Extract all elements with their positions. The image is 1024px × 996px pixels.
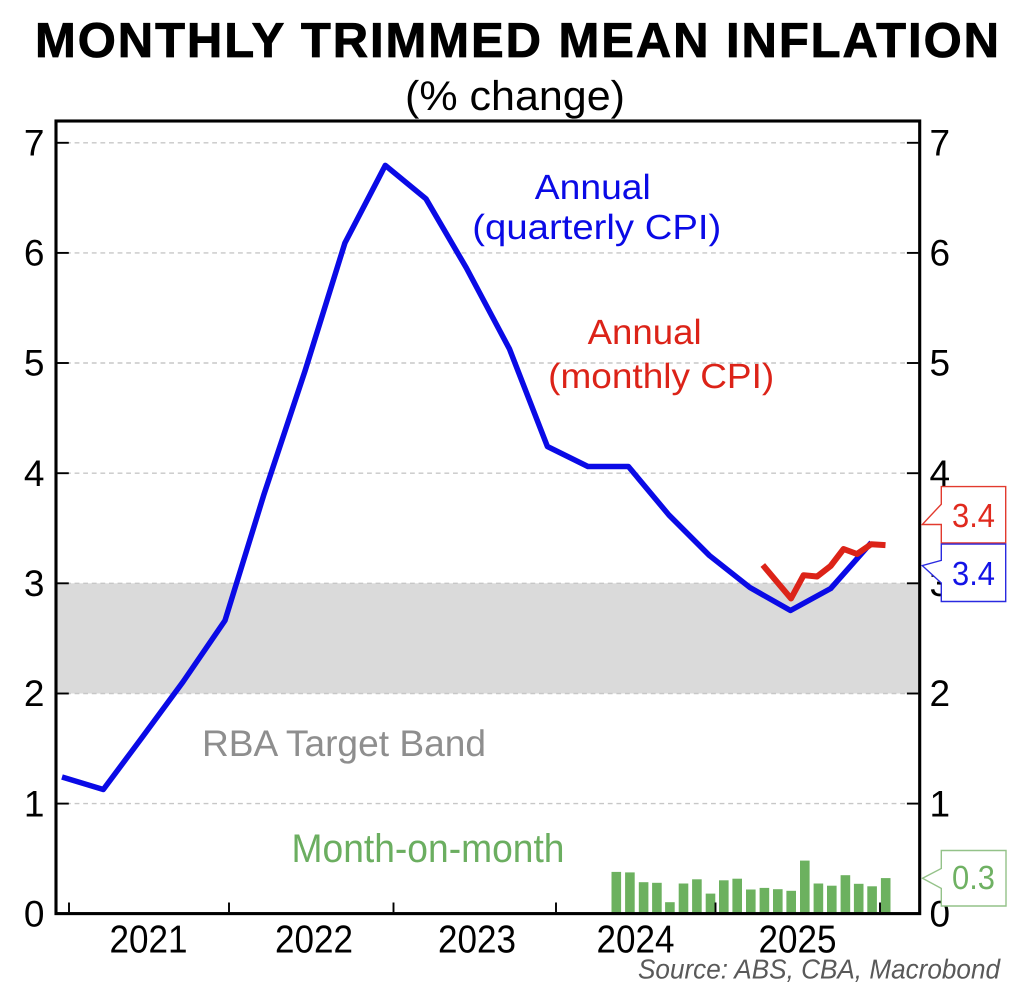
- svg-text:2: 2: [24, 673, 45, 714]
- svg-text:Source: ABS, CBA, Macrobond: Source: ABS, CBA, Macrobond: [638, 954, 1002, 985]
- svg-text:3.4: 3.4: [952, 498, 995, 535]
- svg-text:2024: 2024: [597, 919, 675, 962]
- svg-text:Annual: Annual: [588, 313, 702, 352]
- svg-text:5: 5: [930, 343, 951, 384]
- svg-text:3: 3: [24, 563, 45, 604]
- svg-text:0: 0: [24, 893, 45, 934]
- svg-text:2021: 2021: [110, 919, 188, 962]
- svg-text:2022: 2022: [275, 919, 353, 962]
- svg-text:7: 7: [24, 123, 45, 164]
- svg-text:4: 4: [930, 453, 951, 494]
- svg-text:6: 6: [24, 233, 45, 274]
- svg-text:Annual: Annual: [535, 168, 651, 207]
- svg-text:1: 1: [24, 783, 45, 824]
- svg-text:Month-on-month: Month-on-month: [292, 827, 565, 871]
- svg-text:RBA Target Band: RBA Target Band: [202, 723, 486, 764]
- svg-text:2025: 2025: [759, 919, 837, 962]
- svg-text:6: 6: [930, 233, 951, 274]
- svg-text:MONTHLY TRIMMED MEAN INFLATION: MONTHLY TRIMMED MEAN INFLATION: [35, 14, 999, 68]
- svg-text:1: 1: [930, 783, 951, 824]
- svg-text:(monthly CPI): (monthly CPI): [548, 357, 774, 396]
- svg-text:2023: 2023: [438, 919, 516, 962]
- svg-text:7: 7: [930, 123, 951, 164]
- svg-text:(% change): (% change): [405, 72, 625, 119]
- svg-text:5: 5: [24, 343, 45, 384]
- svg-text:2: 2: [930, 673, 951, 714]
- svg-text:4: 4: [24, 453, 45, 494]
- svg-text:3.4: 3.4: [952, 556, 995, 593]
- svg-text:(quarterly CPI): (quarterly CPI): [472, 208, 721, 247]
- svg-text:0.3: 0.3: [952, 860, 995, 897]
